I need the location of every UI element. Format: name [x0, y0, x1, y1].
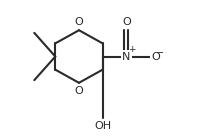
Text: O: O — [122, 17, 131, 27]
Text: O: O — [75, 17, 83, 27]
Text: O: O — [151, 51, 160, 62]
Text: +: + — [128, 45, 136, 55]
Text: O: O — [75, 86, 83, 96]
Text: OH: OH — [94, 121, 111, 131]
Text: N: N — [122, 51, 130, 62]
Text: −: − — [156, 48, 164, 58]
